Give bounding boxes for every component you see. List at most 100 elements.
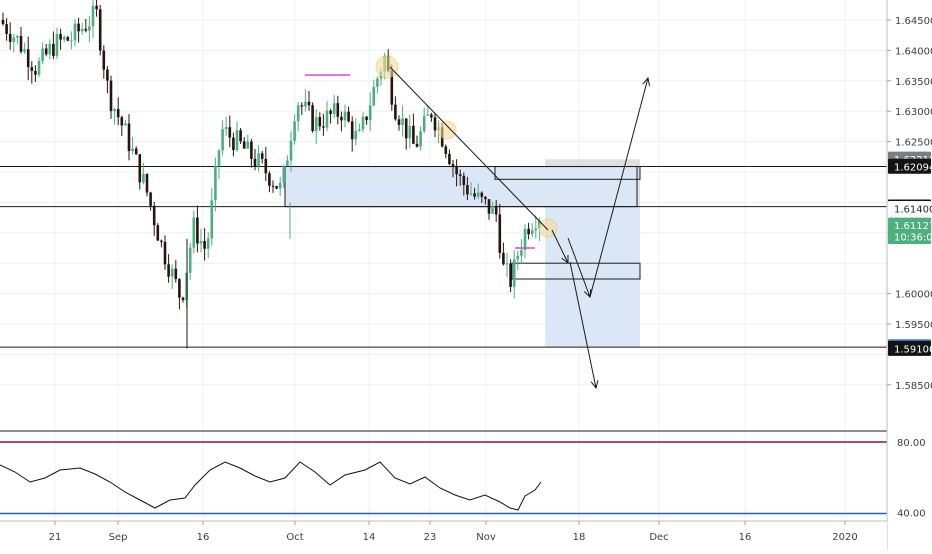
- candle-body: [372, 86, 376, 106]
- trend-line: [389, 66, 549, 231]
- candle-body: [224, 127, 228, 130]
- price-tick-label: 1.59500: [895, 320, 932, 331]
- price-badge: [888, 228, 931, 244]
- swing-highlight: [437, 120, 457, 140]
- demand-box: [511, 262, 641, 280]
- candle-body: [361, 116, 365, 130]
- candle-body: [354, 130, 358, 140]
- candle-body: [484, 196, 487, 200]
- candle-body: [228, 127, 232, 138]
- candle-body: [502, 252, 505, 265]
- candle-body: [347, 111, 350, 122]
- candle-body: [109, 80, 113, 112]
- candle-body: [451, 164, 455, 167]
- candle-body: [192, 217, 196, 248]
- candle-body: [167, 264, 170, 277]
- candle-body: [145, 173, 149, 193]
- candle-body: [26, 49, 30, 68]
- candle-body: [289, 140, 293, 161]
- candle-body: [462, 175, 466, 186]
- oscillator-level-label: 40.00: [897, 508, 926, 519]
- oscillator-pane: [0, 441, 887, 515]
- candle-body: [343, 111, 347, 121]
- supply-zone: [284, 166, 638, 208]
- candle-body: [16, 35, 19, 38]
- candle-body: [433, 117, 437, 131]
- candle-body: [469, 193, 473, 195]
- candle-body: [59, 34, 62, 40]
- candle-body: [530, 230, 534, 235]
- candle-body: [340, 116, 343, 121]
- candle-body: [336, 103, 340, 117]
- candle-body: [149, 192, 152, 206]
- time-tick-label: 2020: [832, 532, 857, 543]
- candle-body: [23, 49, 26, 52]
- time-axis[interactable]: 21 Sep 16 Oct 14 23 Nov 18 Dec 16 2020: [49, 521, 858, 543]
- price-badge-label: 1.62094: [894, 162, 932, 173]
- candle-body: [534, 228, 538, 231]
- target-zone: [545, 206, 640, 348]
- candle-body: [19, 35, 23, 52]
- candle-body: [415, 143, 419, 147]
- candle-body: [66, 37, 70, 41]
- candle-body: [473, 193, 476, 197]
- oscillator-line: [0, 461, 542, 511]
- candle-body: [8, 33, 12, 42]
- candle-body: [246, 141, 250, 149]
- candle-body: [329, 110, 332, 114]
- candle-body: [242, 141, 246, 149]
- time-tick-label: 18: [573, 532, 586, 543]
- price-tick-label: 1.60000: [895, 290, 932, 301]
- projection-arrow: [567, 237, 591, 298]
- candle-body: [34, 70, 37, 75]
- candle-body: [307, 101, 311, 106]
- candle-body: [318, 117, 322, 127]
- candle-body: [278, 182, 282, 189]
- candle-body: [293, 121, 296, 141]
- time-tick-label: 16: [197, 532, 210, 543]
- candle-body: [466, 185, 469, 195]
- candle-body: [41, 48, 44, 61]
- candle-body: [48, 43, 52, 55]
- candle-body: [296, 105, 300, 122]
- candle-body: [152, 205, 156, 226]
- price-badge: [888, 340, 931, 356]
- candle-body: [160, 240, 163, 242]
- candle-body: [206, 238, 210, 249]
- candle-body: [376, 78, 379, 87]
- candle-body: [77, 23, 80, 32]
- candle-body: [95, 5, 98, 10]
- candle-body: [84, 28, 88, 31]
- projection-arrow: [551, 229, 569, 264]
- candle-body: [138, 154, 142, 183]
- candle-body: [131, 148, 134, 152]
- candle-body: [505, 263, 509, 265]
- candle-body: [12, 37, 16, 42]
- time-axis-bg: [0, 521, 887, 550]
- candle-body: [268, 173, 271, 186]
- candle-body: [286, 160, 289, 166]
- candle-body: [253, 158, 257, 167]
- candle-body: [199, 240, 203, 244]
- candle-body: [350, 121, 354, 140]
- candle-body: [156, 225, 160, 241]
- candle-body: [448, 153, 451, 165]
- candle-body: [221, 129, 224, 151]
- price-tick-label: 1.62500: [895, 138, 932, 149]
- candle-body: [5, 24, 8, 34]
- candle-body: [250, 141, 253, 159]
- horizontal-lines: [0, 166, 887, 432]
- candle-body: [181, 297, 185, 301]
- price-axis[interactable]: 1.64500 1.64000 1.63500 1.63000 1.62500 1.600…: [887, 16, 932, 519]
- price-axis-bg: [887, 0, 932, 550]
- price-tick-label: 1.64000: [895, 46, 932, 57]
- candle-body: [275, 186, 278, 189]
- candle-body: [271, 185, 275, 187]
- candle-body: [325, 110, 329, 128]
- candle-body: [134, 148, 138, 155]
- swing-highlight: [375, 55, 399, 79]
- candle-body: [498, 214, 502, 253]
- candle-body: [516, 255, 520, 260]
